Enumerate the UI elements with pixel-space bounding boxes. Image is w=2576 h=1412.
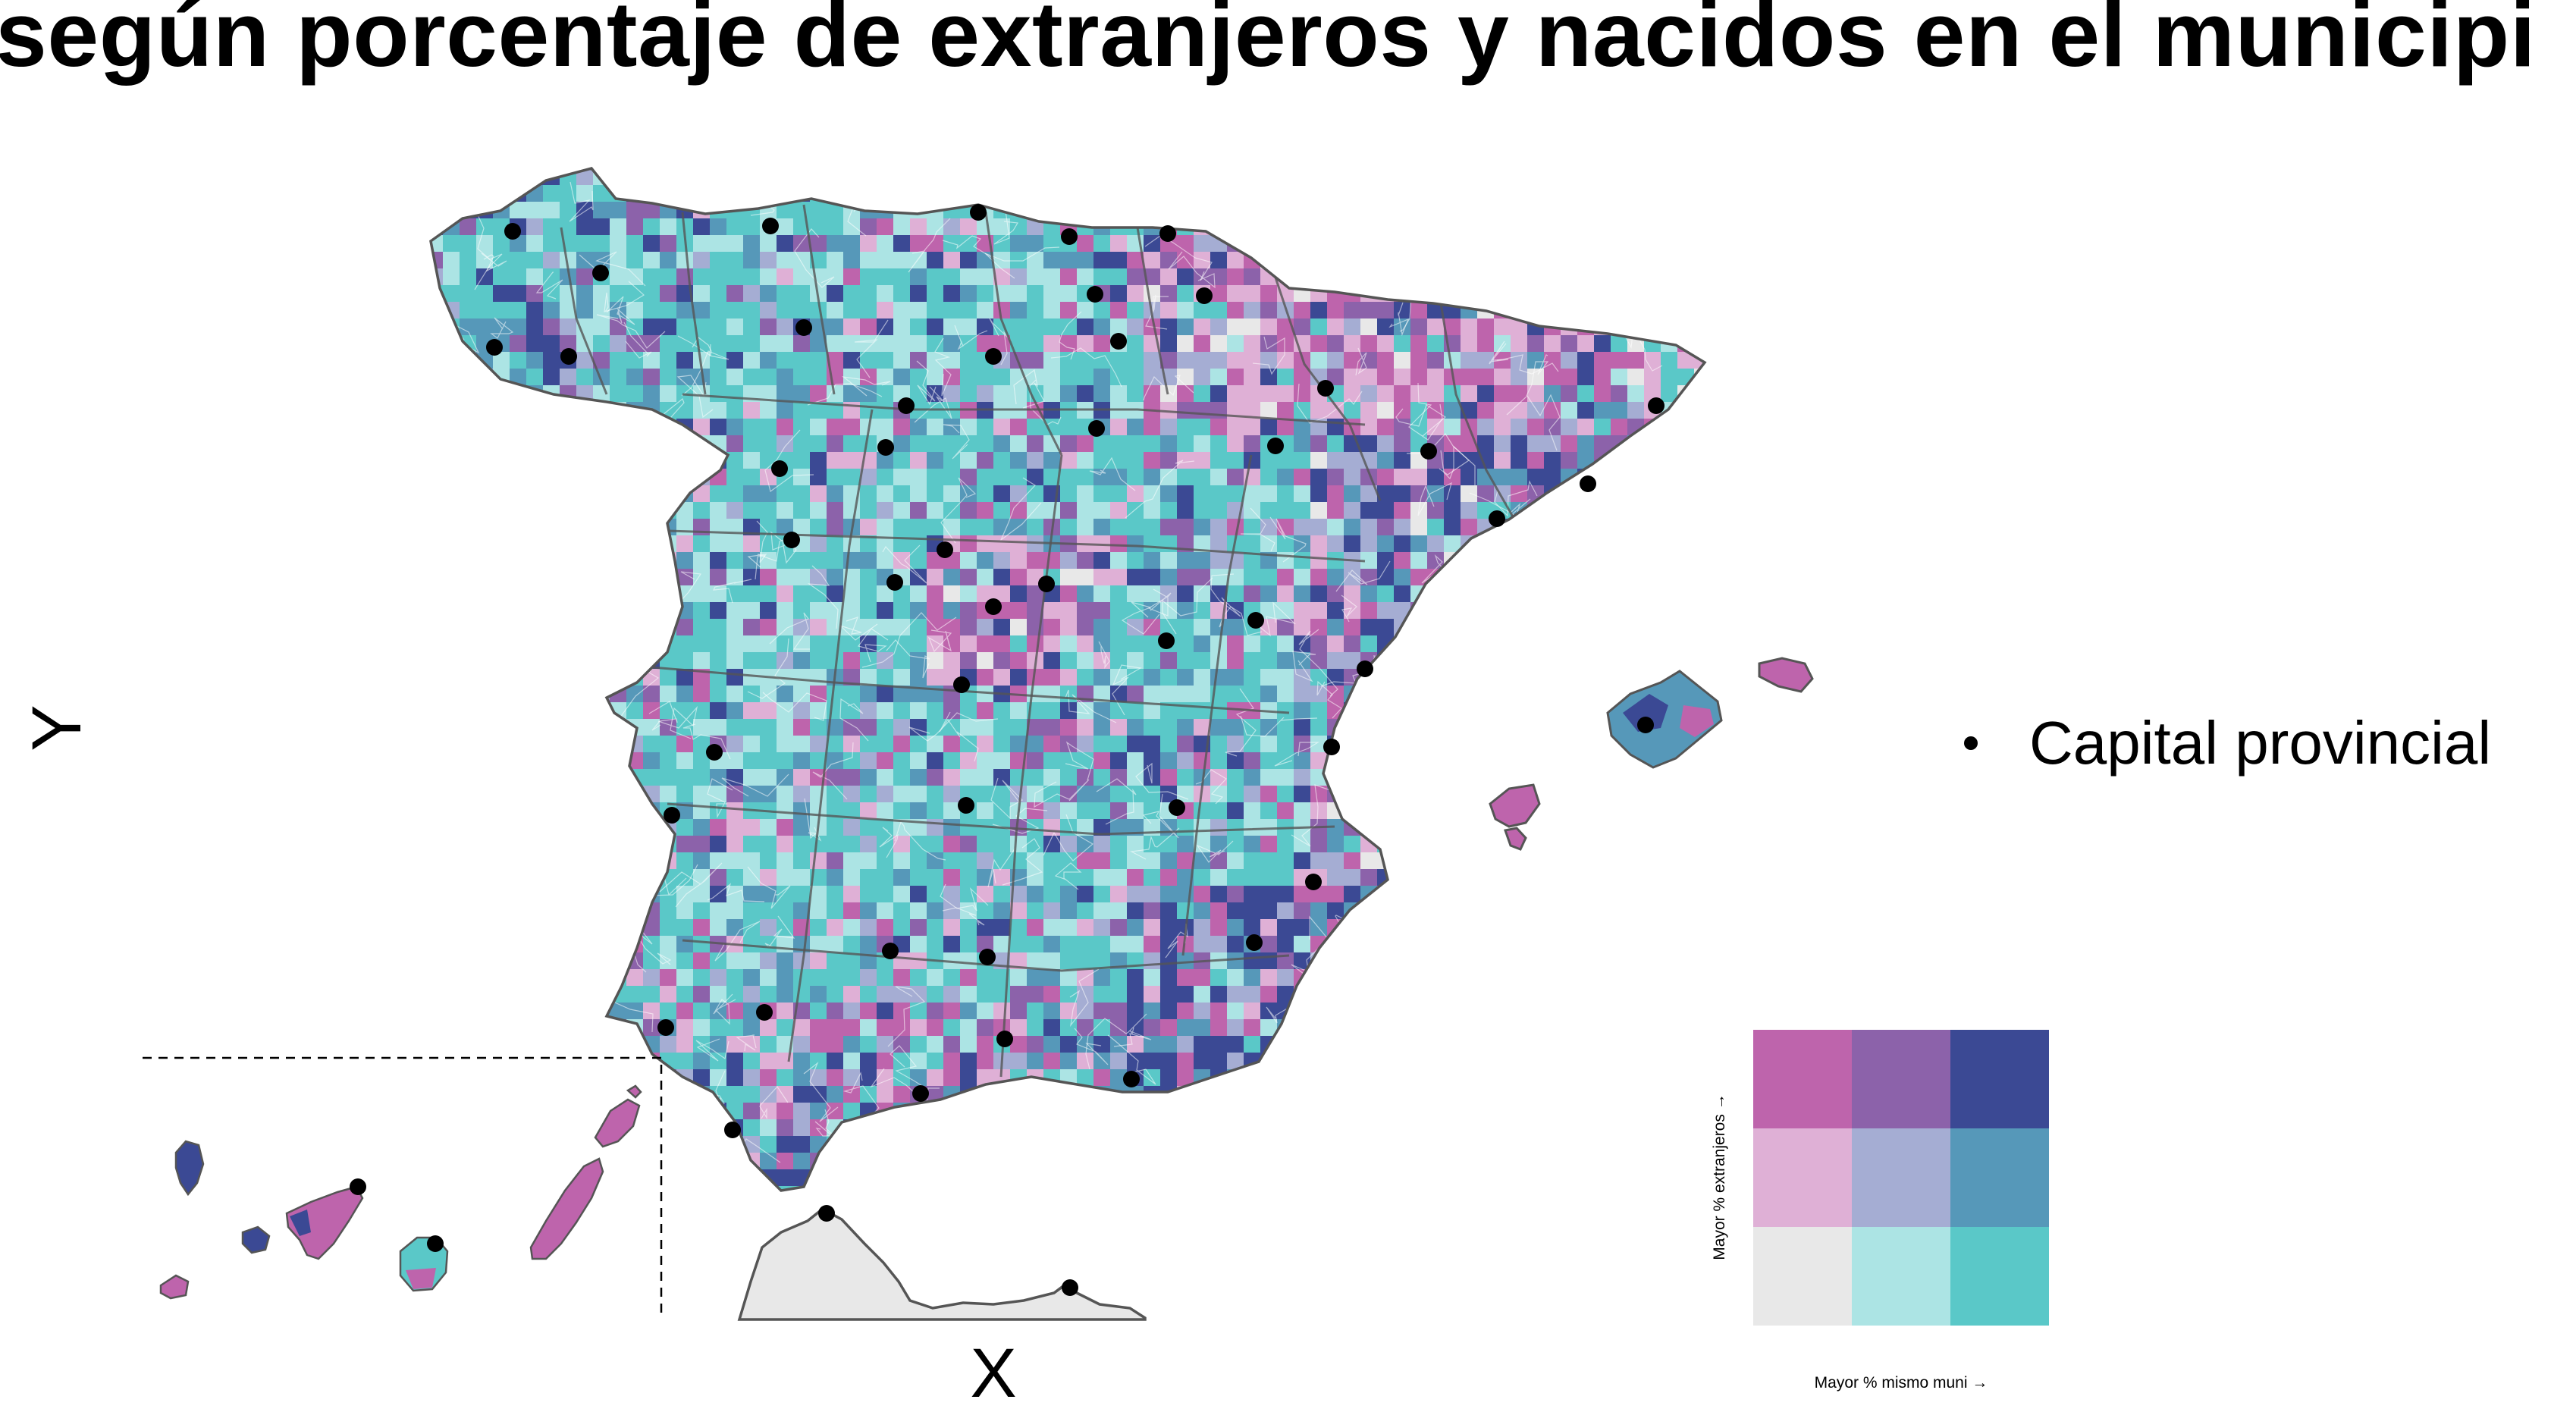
capital-dot (1110, 333, 1127, 350)
la-graciosa (626, 1084, 642, 1099)
capital-dot (1580, 475, 1596, 492)
capital-dot (657, 1019, 674, 1036)
bivariate-legend-cell (1753, 1227, 1852, 1326)
bivariate-legend-x-label: Mayor % mismo muni → (1814, 1374, 1988, 1392)
capital-dot (783, 532, 800, 548)
capital-dot (560, 348, 577, 365)
capital-dot (795, 319, 812, 336)
bivariate-legend-cell (1950, 1128, 2049, 1227)
capital-dot (664, 807, 680, 824)
capital-dot (1159, 225, 1176, 242)
capital-dot (504, 223, 521, 240)
capital-dot (985, 348, 1002, 365)
canary-islands-inset (143, 1056, 663, 1319)
capital-dot-icon (1964, 736, 1978, 750)
capital-dot (1088, 420, 1105, 437)
bivariate-legend-grid (1753, 1030, 2049, 1326)
capital-dot (996, 1031, 1013, 1047)
bivariate-legend-cell (1852, 1030, 1950, 1128)
inset-frame (143, 1056, 663, 1319)
capital-dot (1196, 287, 1213, 304)
ibiza (1489, 783, 1541, 828)
capital-dot (1246, 934, 1263, 951)
capital-dot (724, 1122, 741, 1138)
bivariate-legend-cell (1950, 1227, 2049, 1326)
capital-dot (771, 460, 788, 477)
menorca (1758, 657, 1814, 693)
capital-dot (1038, 576, 1055, 592)
capital-dot (1123, 1071, 1140, 1087)
capital-dot (427, 1235, 444, 1252)
la-gomera (241, 1225, 271, 1254)
capital-dot (1323, 739, 1340, 755)
capital-dot (818, 1205, 835, 1222)
capital-dot (979, 949, 996, 965)
capital-dot (350, 1178, 366, 1195)
capital-dot (1305, 874, 1322, 890)
formentera (1504, 827, 1527, 851)
capital-legend: Capital provincial (1964, 705, 2491, 781)
capital-dot (958, 797, 974, 814)
north-africa-coast (737, 1210, 1147, 1321)
capital-dot (756, 1004, 773, 1021)
bivariate-legend-cell (1753, 1128, 1852, 1227)
capital-dot (953, 676, 970, 693)
capital-dot (886, 574, 903, 591)
capital-legend-label: Capital provincial (2029, 709, 2492, 777)
capital-dot (1267, 438, 1284, 454)
capital-dot (912, 1085, 929, 1102)
x-axis-label: X (970, 1335, 1017, 1412)
capital-dot (877, 439, 894, 456)
capital-dot (706, 744, 723, 761)
lanzarote (594, 1098, 641, 1148)
map-title: según porcentaje de extranjeros y nacido… (0, 0, 2537, 86)
capital-dot (1061, 228, 1078, 245)
provincial-capitals (350, 204, 1665, 1296)
capital-dot (1062, 1279, 1078, 1296)
bivariate-legend-cell (1753, 1030, 1852, 1128)
province-boundaries (560, 204, 1518, 1078)
capital-dot (1357, 661, 1373, 677)
capital-dot (937, 541, 953, 558)
bivariate-legend-cell (1852, 1227, 1950, 1326)
bivariate-legend-y-label: Mayor % extranjeros → (1711, 1094, 1728, 1260)
capital-dot (882, 943, 899, 959)
capital-dot (970, 204, 987, 221)
capital-dot (486, 339, 503, 356)
capital-dot (1637, 717, 1654, 733)
tenerife (285, 1185, 364, 1260)
capital-dot (1420, 443, 1437, 460)
capital-dot (985, 598, 1002, 615)
capital-dot (592, 265, 609, 281)
capital-dot (1169, 799, 1185, 816)
la-palma (174, 1140, 205, 1197)
gran-canaria-south (406, 1268, 436, 1289)
fuerteventura (529, 1157, 604, 1260)
capital-dot (1158, 632, 1175, 649)
capital-dot (898, 397, 915, 414)
capital-dot (1489, 510, 1505, 527)
mallorca-east (1680, 705, 1714, 737)
capital-dot (1648, 397, 1665, 414)
tenerife-west (290, 1210, 311, 1236)
capital-dot (1317, 380, 1334, 397)
mallorca (1606, 670, 1723, 769)
mallorca-west (1623, 694, 1668, 732)
bivariate-legend-cell (1852, 1128, 1950, 1227)
y-axis-label: Y (18, 704, 96, 751)
bivariate-legend-cell (1950, 1030, 2049, 1128)
capital-dot (762, 218, 779, 234)
balearic-islands (1489, 657, 1814, 851)
capital-dot (1247, 612, 1264, 629)
capital-dot (1087, 286, 1103, 303)
el-hierro (159, 1274, 190, 1300)
